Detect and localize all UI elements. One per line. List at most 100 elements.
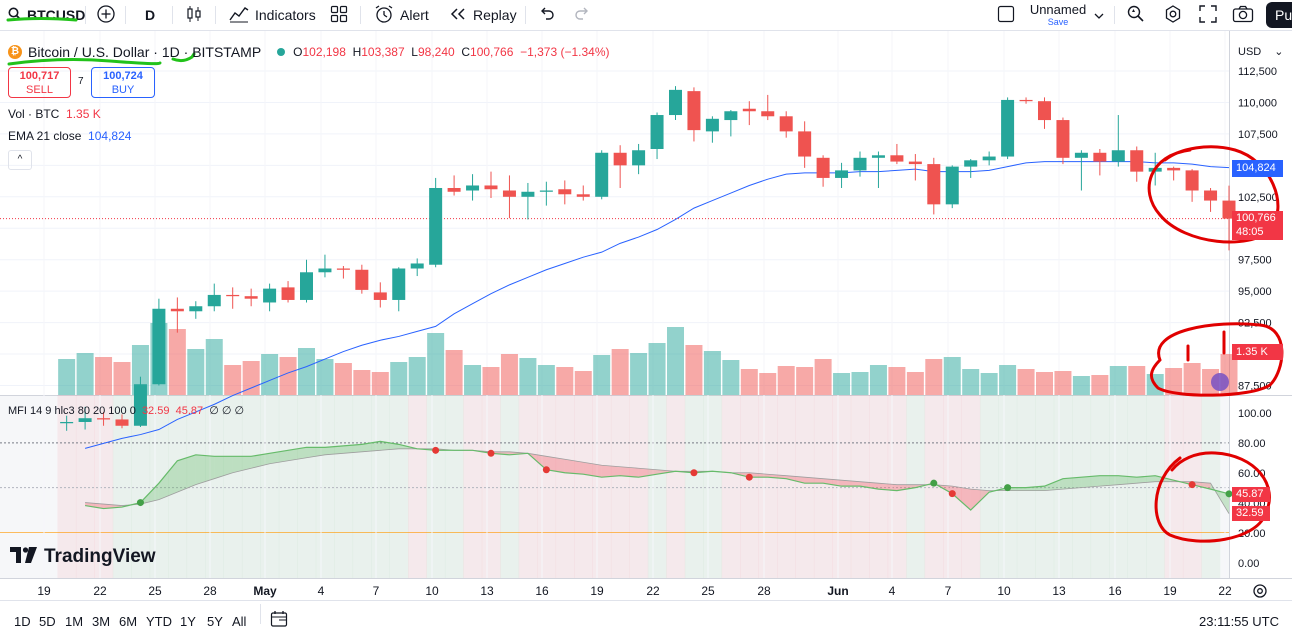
mfi-fill-segment <box>1044 478 1063 491</box>
volume-bar <box>1072 376 1090 395</box>
alert-button[interactable]: Alert <box>374 0 429 30</box>
mfi-regime-band <box>223 395 243 578</box>
time-tick-label: 10 <box>425 584 439 598</box>
candles-icon <box>186 5 202 26</box>
timeframe-button-ytd[interactable]: YTD <box>146 614 172 629</box>
utc-clock[interactable]: 23:11:55 UTC <box>1199 614 1279 629</box>
publish-button[interactable]: Pu <box>1266 2 1292 28</box>
timeframe-button-5d[interactable]: 5D <box>39 614 56 629</box>
timeframe-button-1m[interactable]: 1M <box>65 614 84 629</box>
mfi-regime-band <box>371 395 391 578</box>
mfi-legend-value2: 45.87 <box>175 405 204 417</box>
volume-bar <box>648 343 666 395</box>
candle-up <box>964 160 978 167</box>
volume-bar <box>593 355 611 395</box>
candle-down <box>226 294 240 297</box>
replay-button[interactable]: Replay <box>449 0 517 30</box>
timeframe-button-all[interactable]: All <box>232 614 247 629</box>
volume-bar <box>814 359 832 395</box>
mfi-tick-label: 20.00 <box>1238 528 1266 540</box>
volume-bar <box>1054 371 1072 395</box>
price-tick-label: 110,000 <box>1238 97 1277 109</box>
undo-icon <box>539 7 555 24</box>
mfi-regime-band <box>703 395 723 578</box>
candle-down <box>1185 170 1199 191</box>
mfi-regime-band <box>205 395 224 578</box>
volume-bar <box>980 373 998 395</box>
timeframe-button-1d[interactable]: 1D <box>14 614 31 629</box>
volume-bar <box>1183 363 1201 395</box>
symbol-title[interactable]: Bitcoin / U.S. Dollar <box>28 44 150 60</box>
mfi-legend[interactable]: MFI 14 9 hlc3 80 20 100 0 32.59 45.87 ∅ … <box>8 404 244 417</box>
candle-up <box>133 384 147 426</box>
volume-bar <box>76 353 94 395</box>
candle-up <box>1111 150 1125 162</box>
mfi-cross-dot <box>745 473 753 481</box>
toolbar-divider <box>1114 6 1115 24</box>
chart-type-button[interactable] <box>186 0 202 30</box>
layout-save-label: Save <box>1047 17 1069 27</box>
volume-badge: 1.35 K <box>1232 344 1283 360</box>
undo-button[interactable] <box>539 0 555 30</box>
time-tick-label: 10 <box>997 584 1011 598</box>
candle-down <box>816 157 830 178</box>
volume-bar <box>685 345 703 395</box>
candle-down <box>502 190 516 197</box>
ema-legend[interactable]: EMA 21 close 104,824 <box>8 129 131 143</box>
legend-interval[interactable]: 1D <box>161 44 180 60</box>
settings-button[interactable] <box>1163 0 1183 30</box>
redo-button[interactable] <box>574 0 590 30</box>
quick-search-button[interactable] <box>1126 0 1146 30</box>
date-range-button[interactable] <box>270 610 288 633</box>
mfi-regime-band <box>776 395 796 578</box>
mfi-fill-segment <box>1062 477 1082 490</box>
fullscreen-icon <box>1199 4 1217 26</box>
time-tick-label: 25 <box>701 584 715 598</box>
snapshot-button[interactable] <box>1232 0 1254 30</box>
mfi-legend-label: MFI 14 9 hlc3 80 20 100 0 <box>8 405 136 417</box>
timeframe-button-5y[interactable]: 5Y <box>207 614 223 629</box>
plus-circle-icon <box>96 4 116 27</box>
mfi-fill-segment <box>1118 475 1137 485</box>
fullscreen-button[interactable] <box>1199 0 1217 30</box>
buy-button[interactable]: 100,724 BUY <box>91 67 155 98</box>
indicators-icon <box>229 5 249 26</box>
candle-up <box>539 190 553 192</box>
axis-settings-button[interactable] <box>1252 583 1268 604</box>
price-tick-label: 95,000 <box>1238 286 1272 298</box>
mfi-regime-band <box>260 395 280 578</box>
indicators-button[interactable]: Indicators <box>229 0 316 30</box>
sell-button[interactable]: 100,717 SELL <box>8 67 71 98</box>
collapse-legend-button[interactable]: ^ <box>8 150 32 170</box>
timeframe-button-6m[interactable]: 6M <box>119 614 138 629</box>
mfi-regime-band <box>592 395 612 578</box>
candle-down <box>798 131 812 157</box>
volume-bar <box>205 339 223 395</box>
sell-label: SELL <box>26 84 53 96</box>
time-tick-label: 22 <box>1218 584 1232 598</box>
volume-bar <box>390 362 408 395</box>
mfi-regime-band <box>1109 395 1129 578</box>
interval-button[interactable]: D <box>145 7 156 23</box>
layout-select-checkbox[interactable] <box>997 0 1015 30</box>
volume-bar <box>131 345 149 395</box>
mfi-regime-band <box>684 395 704 578</box>
layout-name-button[interactable]: Unnamed Save <box>1028 3 1088 28</box>
tradingview-watermark[interactable]: TradingView <box>10 546 156 568</box>
timeframe-button-3m[interactable]: 3M <box>92 614 111 629</box>
volume-bar <box>1036 372 1053 395</box>
mfi-fill-segment <box>324 445 344 455</box>
layout-menu-button[interactable] <box>1094 0 1104 30</box>
timeframe-button-1y[interactable]: 1Y <box>180 614 196 629</box>
ema-price-badge: 104,824 <box>1232 160 1283 177</box>
candle-down <box>170 308 184 312</box>
compare-symbol-button[interactable] <box>96 0 116 30</box>
currency-label: USD <box>1238 46 1262 58</box>
templates-button[interactable] <box>330 0 348 30</box>
mfi-fill-segment <box>952 486 971 511</box>
currency-selector[interactable]: USD ⌄ <box>1238 45 1284 58</box>
volume-legend[interactable]: Vol · BTC 1.35 K <box>8 107 101 121</box>
mfi-fill-segment <box>177 454 196 493</box>
mfi-regime-band <box>629 395 649 578</box>
